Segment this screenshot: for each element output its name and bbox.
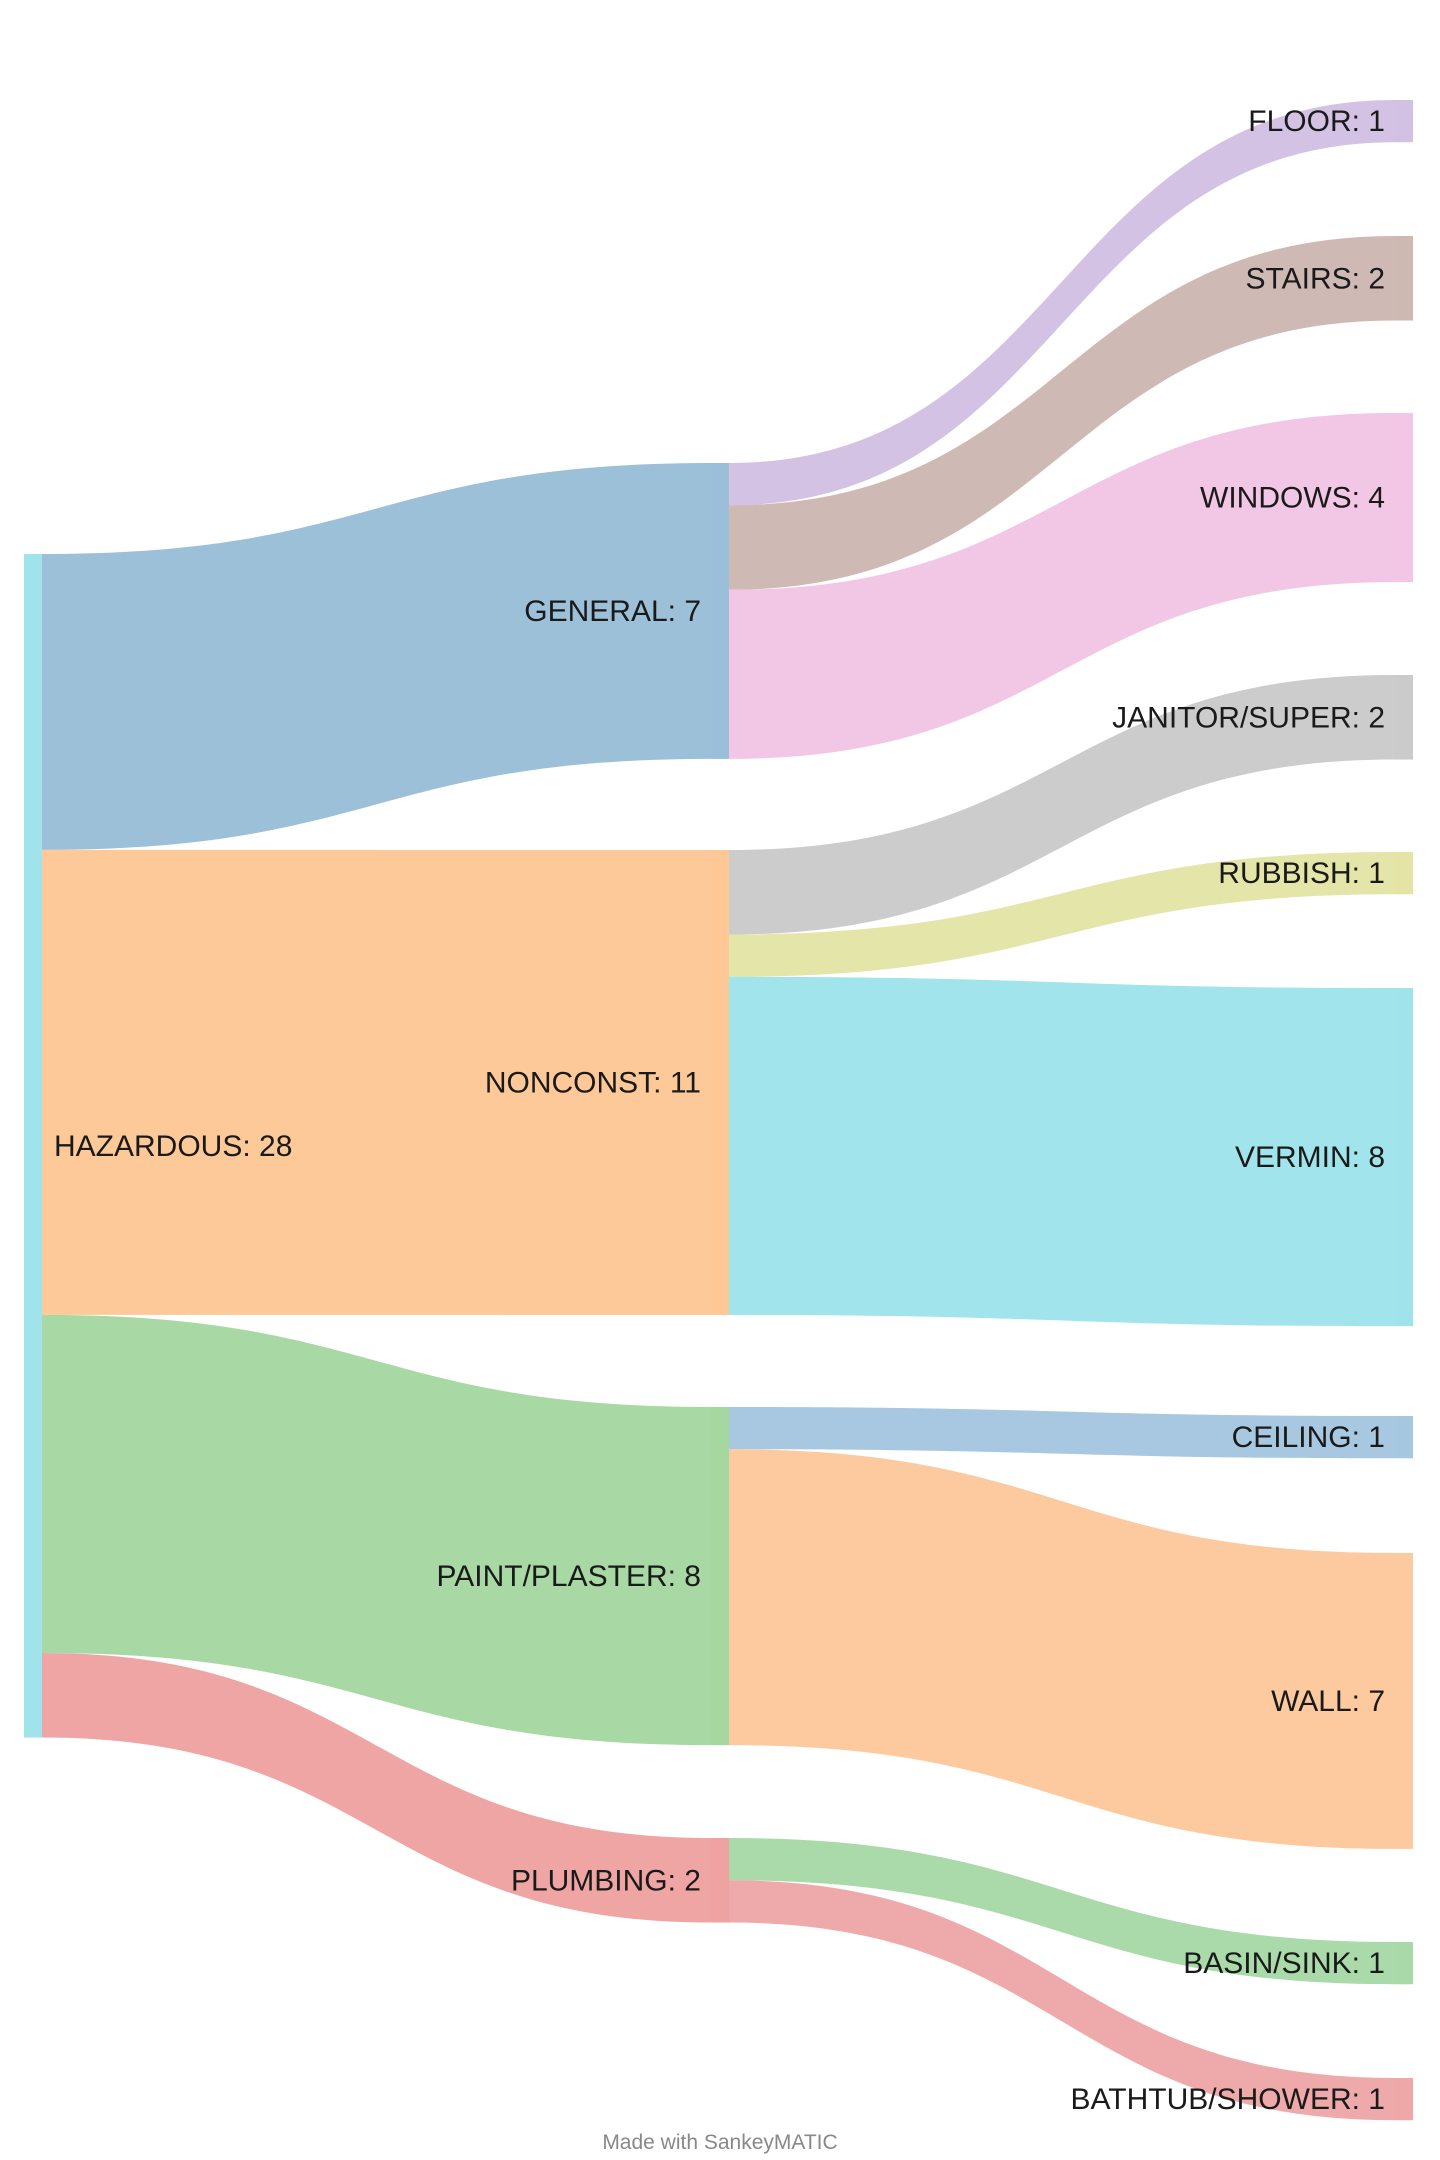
node-vermin[interactable] xyxy=(1395,988,1413,1327)
node-label-stairs: STAIRS: 2 xyxy=(1246,262,1385,295)
link-hazardous-to-nonconst[interactable] xyxy=(42,849,711,1315)
node-label-general: GENERAL: 7 xyxy=(524,595,701,628)
node-label-wall: WALL: 7 xyxy=(1271,1685,1385,1718)
node-rubbish[interactable] xyxy=(1395,852,1413,895)
link-hazardous-to-paint[interactable] xyxy=(42,1314,711,1746)
link-hazardous-to-plumbing[interactable] xyxy=(42,1653,711,1923)
node-basin[interactable] xyxy=(1395,1942,1413,1985)
node-bathtub[interactable] xyxy=(1395,2078,1413,2121)
links-layer xyxy=(42,100,1395,2121)
node-label-ceiling: CEILING: 1 xyxy=(1232,1421,1385,1454)
link-hazardous-to-general[interactable] xyxy=(42,463,711,850)
link-plumbing-to-basin[interactable] xyxy=(729,1838,1395,1985)
node-label-floor: FLOOR: 1 xyxy=(1248,105,1385,138)
link-plumbing-to-bathtub[interactable] xyxy=(729,1880,1395,2121)
node-plumbing[interactable] xyxy=(711,1838,729,1923)
node-windows[interactable] xyxy=(1395,413,1413,583)
node-general[interactable] xyxy=(711,463,729,759)
node-paint[interactable] xyxy=(711,1407,729,1746)
node-label-windows: WINDOWS: 4 xyxy=(1200,482,1385,515)
labels-layer: HAZARDOUS: 28 GENERAL: 7 NONCONST: 11 PAINT… xyxy=(54,105,1385,2116)
credit-text: Made with SankeyMATIC xyxy=(602,2131,837,2154)
node-label-vermin: VERMIN: 8 xyxy=(1235,1141,1385,1174)
link-nonconst-to-vermin[interactable] xyxy=(729,976,1395,1327)
node-janitor[interactable] xyxy=(1395,675,1413,760)
node-hazardous[interactable] xyxy=(24,554,42,1738)
node-nonconst[interactable] xyxy=(711,850,729,1315)
link-nonconst-to-rubbish[interactable] xyxy=(729,852,1395,977)
link-nonconst-to-janitor[interactable] xyxy=(729,675,1395,935)
node-label-paint: PAINT/PLASTER: 8 xyxy=(436,1560,701,1593)
node-floor[interactable] xyxy=(1395,100,1413,143)
node-label-nonconst: NONCONST: 11 xyxy=(485,1066,701,1099)
nodes-layer xyxy=(24,100,1413,2121)
node-ceiling[interactable] xyxy=(1395,1416,1413,1459)
link-general-to-stairs[interactable] xyxy=(729,236,1395,590)
link-paint-to-ceiling[interactable] xyxy=(729,1407,1395,1459)
node-label-plumbing: PLUMBING: 2 xyxy=(511,1864,701,1897)
node-wall[interactable] xyxy=(1395,1553,1413,1849)
link-general-to-floor[interactable] xyxy=(729,100,1395,506)
node-label-bathtub: BATHTUB/SHOWER: 1 xyxy=(1071,2083,1385,2116)
node-label-basin: BASIN/SINK: 1 xyxy=(1183,1947,1385,1980)
node-label-janitor: JANITOR/SUPER: 2 xyxy=(1112,701,1385,734)
node-label-hazardous: HAZARDOUS: 28 xyxy=(54,1130,292,1163)
link-general-to-windows[interactable] xyxy=(729,413,1395,759)
node-stairs[interactable] xyxy=(1395,236,1413,321)
node-label-rubbish: RUBBISH: 1 xyxy=(1218,857,1385,890)
link-paint-to-wall[interactable] xyxy=(729,1449,1395,1849)
